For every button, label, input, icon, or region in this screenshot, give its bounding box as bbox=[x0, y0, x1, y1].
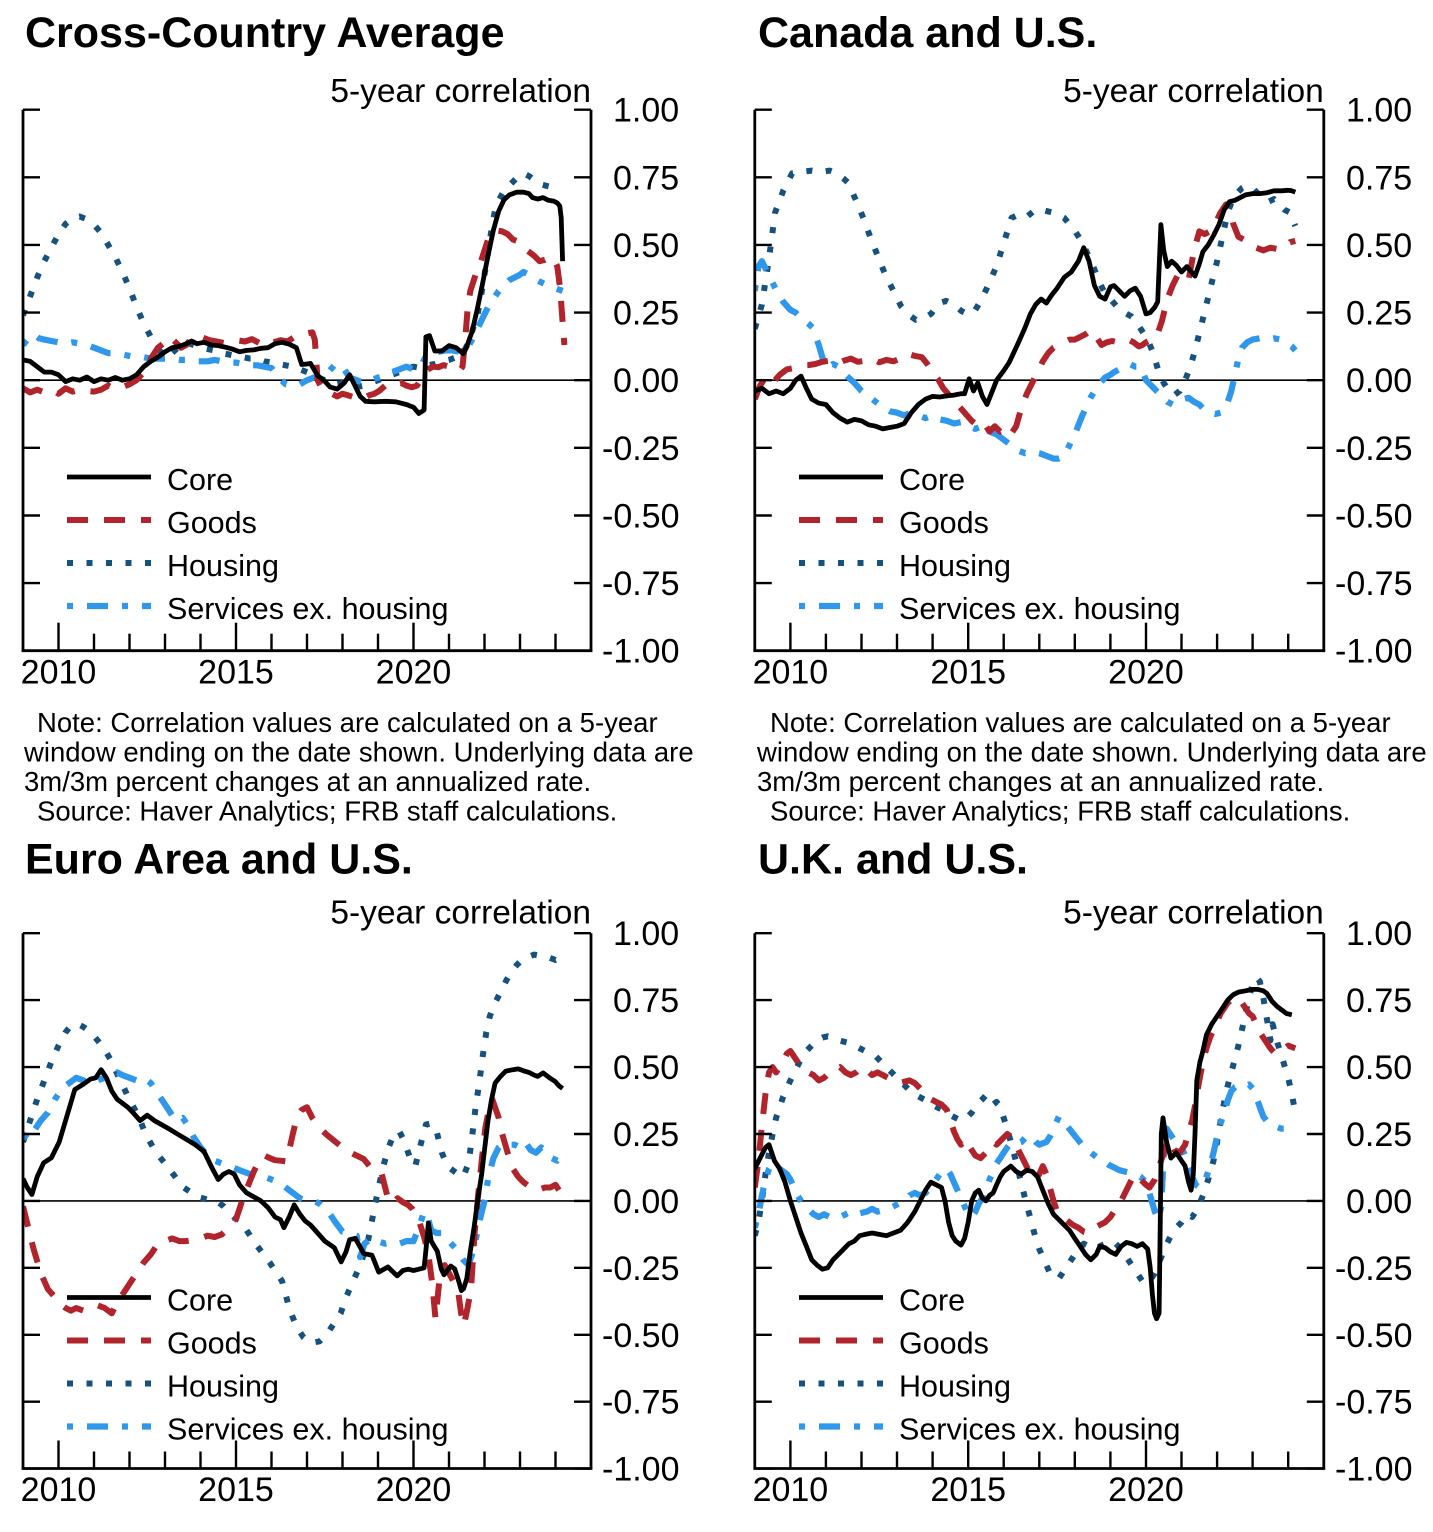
svg-text:-0.50: -0.50 bbox=[1335, 498, 1413, 536]
svg-text:Core: Core bbox=[899, 463, 965, 497]
svg-text:-0.25: -0.25 bbox=[1335, 430, 1413, 468]
svg-text:Housing: Housing bbox=[899, 1370, 1011, 1404]
svg-text:0.25: 0.25 bbox=[613, 295, 679, 333]
svg-text:2010: 2010 bbox=[753, 1471, 829, 1509]
svg-text:-0.50: -0.50 bbox=[602, 498, 680, 536]
svg-text:3m/3m percent changes at an an: 3m/3m percent changes at an annualized r… bbox=[24, 766, 591, 797]
svg-text:Note: Correlation values are c: Note: Correlation values are calculated … bbox=[37, 707, 658, 738]
svg-text:Canada and U.S.: Canada and U.S. bbox=[758, 9, 1097, 57]
svg-text:2010: 2010 bbox=[21, 1471, 97, 1509]
svg-text:-1.00: -1.00 bbox=[602, 1451, 680, 1489]
svg-text:Goods: Goods bbox=[167, 506, 257, 540]
svg-text:1.00: 1.00 bbox=[1346, 915, 1412, 953]
svg-text:2020: 2020 bbox=[376, 1471, 452, 1509]
svg-text:0.50: 0.50 bbox=[613, 1049, 679, 1087]
svg-text:-1.00: -1.00 bbox=[1335, 633, 1413, 671]
svg-text:0.50: 0.50 bbox=[1346, 1049, 1412, 1087]
svg-text:0.25: 0.25 bbox=[1346, 295, 1412, 333]
svg-text:Source: Haver Analytics; FRB s: Source: Haver Analytics; FRB staff calcu… bbox=[37, 796, 617, 827]
svg-text:1.00: 1.00 bbox=[613, 915, 679, 953]
svg-text:5-year correlation: 5-year correlation bbox=[1063, 895, 1324, 932]
svg-text:5-year correlation: 5-year correlation bbox=[1063, 73, 1324, 110]
svg-text:-0.75: -0.75 bbox=[602, 1384, 680, 1422]
svg-text:0.25: 0.25 bbox=[613, 1116, 679, 1154]
svg-text:0.00: 0.00 bbox=[613, 362, 679, 400]
svg-text:0.25: 0.25 bbox=[1346, 1116, 1412, 1154]
svg-text:2015: 2015 bbox=[198, 1471, 274, 1509]
svg-text:5-year correlation: 5-year correlation bbox=[330, 895, 591, 932]
svg-text:U.K. and U.S.: U.K. and U.S. bbox=[758, 836, 1028, 884]
svg-text:0.75: 0.75 bbox=[1346, 159, 1412, 197]
svg-text:Core: Core bbox=[167, 463, 233, 497]
svg-text:0.75: 0.75 bbox=[613, 159, 679, 197]
svg-text:-0.75: -0.75 bbox=[1335, 1384, 1413, 1422]
svg-text:Goods: Goods bbox=[167, 1327, 257, 1361]
svg-text:window ending on the date show: window ending on the date shown. Underly… bbox=[23, 737, 694, 768]
svg-text:Services ex. housing: Services ex. housing bbox=[899, 592, 1180, 626]
svg-text:2020: 2020 bbox=[1108, 654, 1184, 692]
svg-text:Core: Core bbox=[167, 1284, 233, 1318]
svg-text:2015: 2015 bbox=[930, 654, 1006, 692]
svg-text:0.75: 0.75 bbox=[1346, 982, 1412, 1020]
svg-text:Source: Haver Analytics; FRB s: Source: Haver Analytics; FRB staff calcu… bbox=[770, 796, 1350, 827]
svg-text:-0.75: -0.75 bbox=[602, 565, 680, 603]
svg-text:Housing: Housing bbox=[167, 549, 279, 583]
svg-text:-0.50: -0.50 bbox=[602, 1317, 680, 1355]
svg-text:0.50: 0.50 bbox=[613, 227, 679, 265]
svg-text:0.00: 0.00 bbox=[613, 1183, 679, 1221]
svg-text:0.75: 0.75 bbox=[613, 982, 679, 1020]
svg-text:-1.00: -1.00 bbox=[602, 633, 680, 671]
svg-text:Core: Core bbox=[899, 1284, 965, 1318]
svg-text:-0.75: -0.75 bbox=[1335, 565, 1413, 603]
svg-text:window ending on the date show: window ending on the date shown. Underly… bbox=[756, 737, 1427, 768]
svg-text:Goods: Goods bbox=[899, 506, 989, 540]
svg-text:0.00: 0.00 bbox=[1346, 362, 1412, 400]
svg-text:2015: 2015 bbox=[930, 1471, 1006, 1509]
svg-text:1.00: 1.00 bbox=[1346, 92, 1412, 130]
svg-text:Euro Area and U.S.: Euro Area and U.S. bbox=[25, 836, 413, 884]
svg-text:-0.25: -0.25 bbox=[602, 1250, 680, 1288]
svg-text:Housing: Housing bbox=[167, 1370, 279, 1404]
svg-text:2015: 2015 bbox=[198, 654, 274, 692]
svg-text:3m/3m percent changes at an an: 3m/3m percent changes at an annualized r… bbox=[757, 766, 1324, 797]
svg-text:Services ex. housing: Services ex. housing bbox=[167, 1413, 448, 1447]
svg-text:-0.50: -0.50 bbox=[1335, 1317, 1413, 1355]
svg-text:1.00: 1.00 bbox=[613, 92, 679, 130]
svg-text:Services ex. housing: Services ex. housing bbox=[899, 1413, 1180, 1447]
svg-text:0.50: 0.50 bbox=[1346, 227, 1412, 265]
svg-text:Services ex. housing: Services ex. housing bbox=[167, 592, 448, 626]
svg-text:-0.25: -0.25 bbox=[602, 430, 680, 468]
svg-text:-0.25: -0.25 bbox=[1335, 1250, 1413, 1288]
svg-text:2010: 2010 bbox=[21, 654, 97, 692]
svg-text:Housing: Housing bbox=[899, 549, 1011, 583]
svg-text:2020: 2020 bbox=[376, 654, 452, 692]
svg-text:2020: 2020 bbox=[1108, 1471, 1184, 1509]
svg-text:0.00: 0.00 bbox=[1346, 1183, 1412, 1221]
svg-text:-1.00: -1.00 bbox=[1335, 1451, 1413, 1489]
svg-text:Note: Correlation values are c: Note: Correlation values are calculated … bbox=[770, 707, 1391, 738]
svg-text:2010: 2010 bbox=[753, 654, 829, 692]
svg-text:5-year correlation: 5-year correlation bbox=[330, 73, 591, 110]
svg-text:Goods: Goods bbox=[899, 1327, 989, 1361]
svg-text:Cross-Country Average: Cross-Country Average bbox=[25, 9, 505, 57]
